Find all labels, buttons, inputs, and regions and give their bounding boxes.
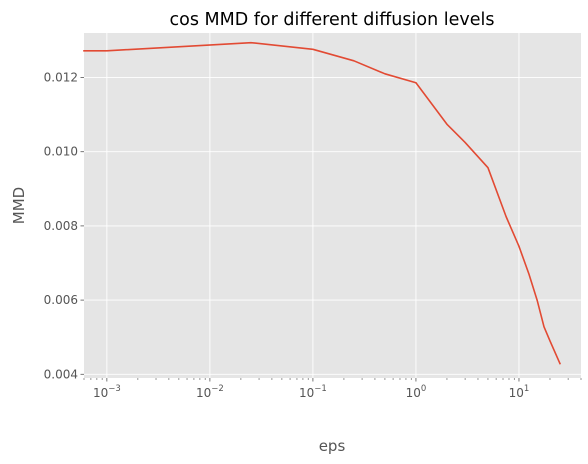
y-tick-label: 0.006 xyxy=(44,293,78,307)
series xyxy=(83,41,562,365)
y-axis-label: MMD xyxy=(10,187,28,224)
grid xyxy=(84,33,581,378)
y-tick-label: 0.004 xyxy=(44,367,78,381)
chart-title: cos MMD for different diffusion levels xyxy=(170,10,495,30)
y-tick-label: 0.008 xyxy=(44,219,78,233)
series-line xyxy=(83,41,562,365)
x-tick-label: 101 xyxy=(509,384,530,400)
x-tick-label: 10−2 xyxy=(196,384,224,400)
x-tick-label: 10−3 xyxy=(93,384,121,400)
y-tick-label: 0.010 xyxy=(44,145,78,159)
x-tick-label: 10−1 xyxy=(299,384,327,400)
x-tick-label: 100 xyxy=(406,384,427,400)
y-tick-label: 0.012 xyxy=(44,71,78,85)
plot-area xyxy=(84,33,581,378)
ticks xyxy=(80,77,582,382)
tick-labels: 10−3 10−2 10−1 100 101 0.004 0.006 0.008 0.010 0.… xyxy=(44,71,530,400)
x-axis-label: eps xyxy=(319,437,346,455)
